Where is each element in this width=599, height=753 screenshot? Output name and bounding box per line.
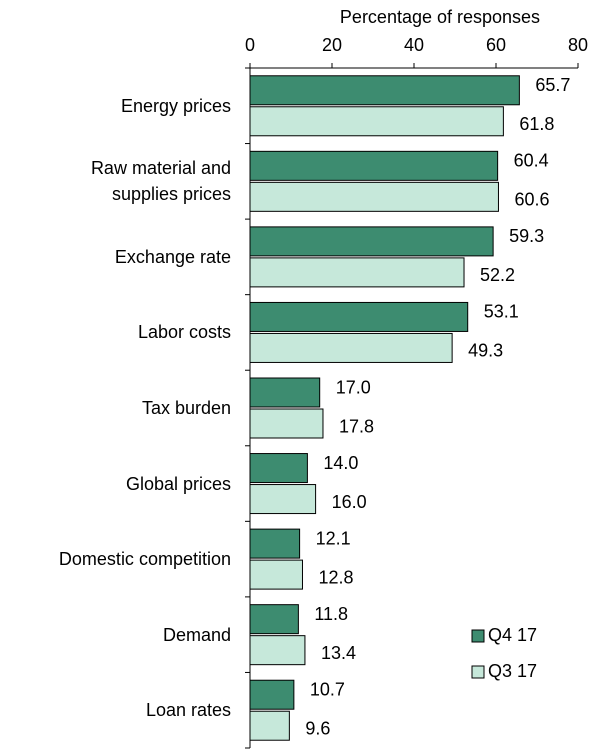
y-tick-label: Exchange rate — [114, 246, 231, 267]
bar — [249, 528, 301, 559]
value-label: 59.3 — [509, 226, 544, 246]
bar — [249, 181, 499, 212]
y-tick-label: Tax burden — [141, 398, 231, 418]
bar — [249, 559, 303, 590]
bar — [249, 484, 317, 515]
bar — [249, 408, 324, 439]
value-label: 17.0 — [336, 377, 371, 397]
x-tick-label: 0 — [245, 35, 255, 55]
bar — [249, 679, 295, 710]
legend-swatch — [471, 629, 485, 643]
value-label: 13.4 — [321, 643, 356, 663]
value-label: 61.8 — [519, 114, 554, 134]
x-tick-label: 80 — [568, 35, 588, 55]
y-tick-label: Domestic competition — [58, 549, 231, 570]
x-tick-label: 20 — [322, 35, 342, 55]
value-label: 52.2 — [480, 265, 515, 285]
bar — [249, 377, 321, 408]
value-label: 9.6 — [305, 718, 330, 738]
y-tick-label: Global prices — [125, 473, 231, 494]
bar — [249, 106, 504, 137]
value-label: 17.8 — [339, 416, 374, 436]
legend-swatch — [471, 665, 485, 679]
value-label: 10.7 — [310, 679, 345, 699]
legend-label: Q3 17 — [488, 661, 537, 681]
y-tick-label: Raw material and supplies prices — [90, 158, 231, 205]
bar — [249, 453, 308, 484]
value-label: 60.4 — [514, 151, 549, 171]
y-tick-label: Labor costs — [137, 322, 231, 343]
bar — [249, 150, 499, 181]
bar — [249, 710, 290, 741]
y-tick-label: Demand — [162, 624, 231, 645]
value-label: 11.8 — [314, 604, 348, 624]
bar — [249, 226, 494, 257]
x-tick-label: 40 — [404, 35, 424, 55]
value-label: 65.7 — [535, 75, 570, 95]
value-label: 12.8 — [318, 567, 353, 587]
x-tick-label: 60 — [486, 35, 506, 55]
bar — [249, 75, 520, 106]
value-label: 14.0 — [323, 453, 358, 473]
bar — [249, 332, 453, 363]
bar — [249, 604, 299, 635]
y-tick-label: Energy prices — [120, 95, 231, 116]
bar — [249, 301, 469, 332]
bar — [249, 257, 465, 288]
y-tick-label: Loan rates — [145, 700, 231, 721]
value-label: 49.3 — [468, 341, 503, 361]
legend-label: Q4 17 — [488, 625, 537, 645]
value-label: 53.1 — [484, 302, 519, 322]
value-label: 60.6 — [514, 190, 549, 210]
x-axis-label: Percentage of responses — [340, 7, 540, 27]
value-label: 16.0 — [332, 492, 367, 512]
value-label: 12.1 — [316, 528, 351, 548]
bar — [249, 635, 306, 666]
